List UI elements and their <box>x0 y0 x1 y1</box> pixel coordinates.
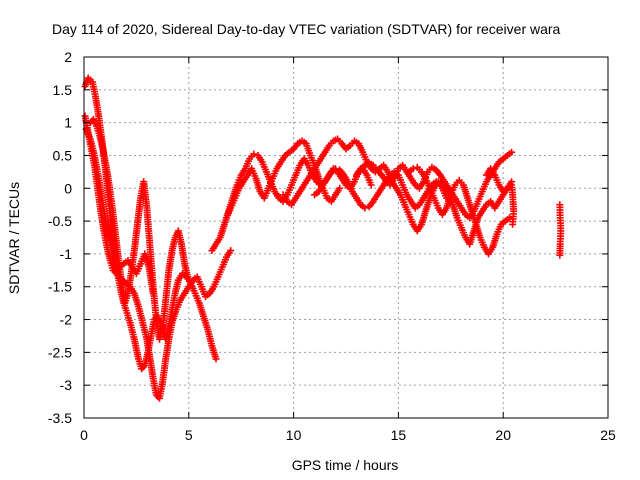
x-tick-label: 5 <box>185 427 193 443</box>
data-point <box>336 184 344 192</box>
y-tick-labels: -3.5 -3 -2.5 -2 -1.5 -1 -0.5 0 0.5 1 1.5 2 <box>48 49 72 426</box>
y-tick-label: -1.5 <box>48 279 72 295</box>
y-tick-label: 2 <box>64 49 72 65</box>
data-point <box>506 214 513 222</box>
x-tick-label: 0 <box>80 427 88 443</box>
data-point <box>556 251 564 259</box>
y-tick-label: -3.5 <box>48 410 72 426</box>
x-tick-labels: 0 5 10 15 20 25 <box>80 427 616 443</box>
x-tick-label: 15 <box>391 427 407 443</box>
y-tick-label: 1 <box>64 115 72 131</box>
series-sat-m <box>556 201 565 259</box>
data-point <box>508 148 516 156</box>
data-point <box>149 289 157 297</box>
series-sat-g <box>279 135 455 235</box>
y-tick-label: -1 <box>60 246 73 262</box>
grid-lines <box>84 57 608 418</box>
data-point <box>212 355 220 363</box>
x-tick-label: 25 <box>600 427 616 443</box>
y-tick-label: -3 <box>60 377 73 393</box>
y-tick-label: -2 <box>60 312 73 328</box>
x-tick-label: 10 <box>286 427 302 443</box>
y-tick-label: 0.5 <box>53 147 73 163</box>
axis-ticks <box>83 56 609 419</box>
data-point <box>361 204 369 212</box>
x-axis-label: GPS time / hours <box>292 457 399 473</box>
data-point <box>509 220 517 228</box>
x-tick-label: 20 <box>495 427 511 443</box>
y-tick-label: 0 <box>64 180 72 196</box>
data-points <box>81 74 565 402</box>
plot-frame <box>83 56 609 419</box>
data-point <box>250 150 258 158</box>
chart-title: Day 114 of 2020, Sidereal Day-to-day VTE… <box>52 21 561 37</box>
y-tick-label: 1.5 <box>53 82 73 98</box>
data-point <box>409 165 417 173</box>
series-sat-d <box>82 125 157 297</box>
y-tick-label: -2.5 <box>48 344 72 360</box>
y-tick-label: -0.5 <box>48 213 72 229</box>
data-point <box>367 181 375 189</box>
data-point <box>227 247 235 255</box>
data-point <box>332 165 339 173</box>
y-axis-label: SDTVAR / TECUs <box>6 182 22 294</box>
series-sat-c <box>86 115 192 343</box>
data-point <box>184 273 192 281</box>
series-sat-l <box>482 165 518 228</box>
